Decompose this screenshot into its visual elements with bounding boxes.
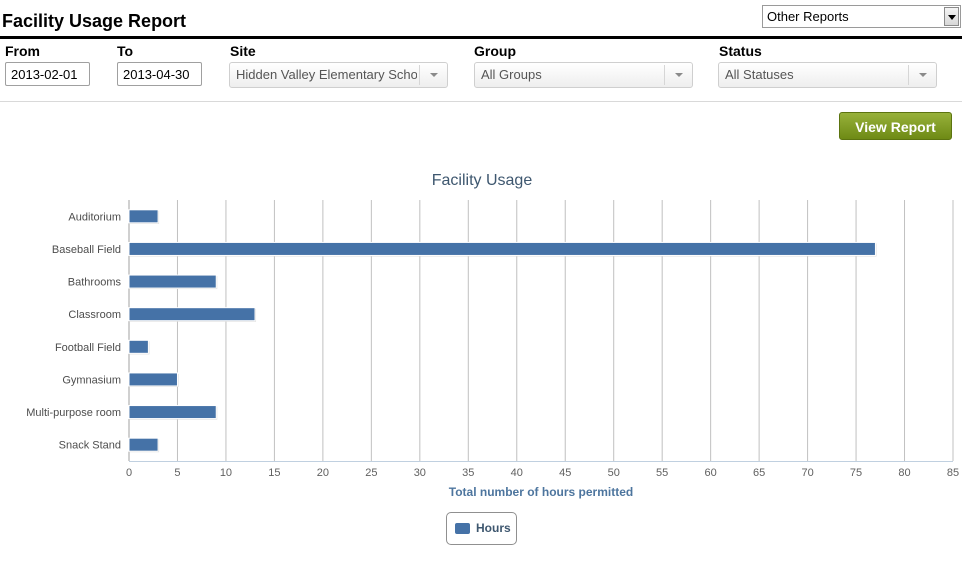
x-tick-label: 75 [850, 467, 862, 479]
y-category-label: Bathrooms [68, 277, 122, 289]
x-tick-label: 35 [462, 467, 474, 479]
chart-tick-labels: 0 5 10 15 20 25 30 35 40 45 50 55 60 65 70 75 80 85 [126, 467, 959, 479]
chart-title: Facility Usage [432, 172, 533, 189]
facility-usage-chart: Facility Usage Auditorium Baseball Field B… [26, 172, 959, 499]
chevron-down-icon [664, 65, 692, 85]
chart-grid [128, 200, 954, 462]
bar-bathrooms[interactable] [128, 274, 217, 289]
group-select-value: All Groups [481, 67, 542, 82]
y-category-label: Football Field [55, 342, 121, 354]
chart-legend[interactable]: Hours [446, 512, 517, 545]
bar-classroom[interactable] [128, 307, 256, 322]
chevron-down-icon [419, 65, 447, 85]
x-tick-label: 0 [126, 467, 132, 479]
x-tick-label: 20 [317, 467, 329, 479]
bar-snack-stand[interactable] [128, 437, 159, 452]
x-tick-label: 65 [753, 467, 765, 479]
status-select[interactable]: All Statuses [718, 62, 937, 88]
x-tick-label: 60 [705, 467, 717, 479]
y-category-label: Baseball Field [52, 244, 121, 256]
to-label: To [117, 43, 134, 59]
to-date-input[interactable] [117, 62, 202, 86]
chevron-down-icon[interactable] [944, 7, 959, 26]
bar-football-field[interactable] [128, 339, 149, 354]
x-tick-label: 10 [220, 467, 232, 479]
legend-label-hours: Hours [476, 521, 511, 535]
x-tick-label: 45 [559, 467, 571, 479]
group-select[interactable]: All Groups [474, 62, 693, 88]
status-label: Status [719, 43, 762, 59]
x-tick-label: 80 [898, 467, 910, 479]
bar-auditorium[interactable] [128, 209, 159, 224]
x-tick-label: 85 [947, 467, 959, 479]
group-label: Group [474, 43, 516, 59]
page-title: Facility Usage Report [2, 11, 187, 31]
bar-multi-purpose-room[interactable] [128, 405, 217, 420]
other-reports-dropdown[interactable]: Other Reports [762, 5, 961, 28]
y-category-label: Snack Stand [59, 440, 121, 452]
from-date-input[interactable] [5, 62, 90, 86]
x-tick-label: 30 [414, 467, 426, 479]
site-select[interactable]: Hidden Valley Elementary School [229, 62, 448, 88]
x-tick-label: 40 [511, 467, 523, 479]
x-tick-label: 50 [608, 467, 620, 479]
x-tick-label: 55 [656, 467, 668, 479]
other-reports-value: Other Reports [767, 9, 849, 24]
x-tick-label: 70 [801, 467, 813, 479]
status-select-value: All Statuses [725, 67, 794, 82]
x-tick-label: 5 [174, 467, 180, 479]
site-label: Site [230, 43, 256, 59]
legend-swatch-hours [455, 523, 470, 534]
view-report-button[interactable]: View Report [839, 112, 952, 140]
chart-category-labels: Auditorium Baseball Field Bathrooms Classro… [26, 211, 121, 451]
chart-bars [128, 209, 877, 453]
x-axis-title: Total number of hours permitted [449, 485, 633, 499]
y-category-label: Classroom [68, 309, 121, 321]
header-divider [0, 36, 962, 39]
bar-gymnasium[interactable] [128, 372, 178, 387]
site-select-value: Hidden Valley Elementary School [236, 67, 417, 82]
y-category-label: Multi-purpose room [26, 407, 121, 419]
from-label: From [5, 43, 40, 59]
chevron-down-icon [908, 65, 936, 85]
bar-baseball-field[interactable] [128, 241, 876, 256]
x-tick-label: 15 [268, 467, 280, 479]
y-category-label: Auditorium [68, 211, 121, 223]
x-tick-label: 25 [365, 467, 377, 479]
filters-divider [0, 101, 962, 102]
y-category-label: Gymnasium [62, 374, 121, 386]
